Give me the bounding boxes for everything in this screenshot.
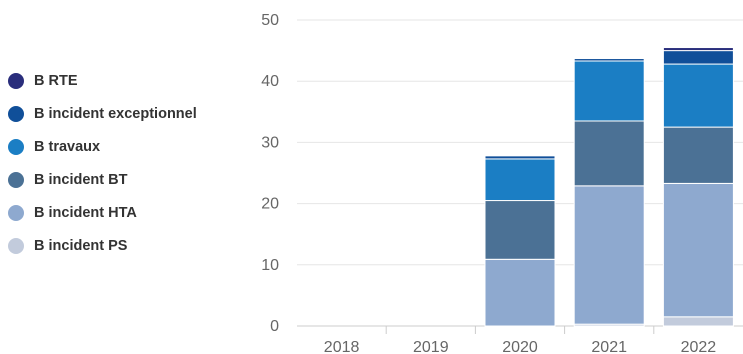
x-tick-label: 2020	[502, 339, 538, 354]
bar-segment[interactable]	[573, 185, 645, 325]
legend-item[interactable]: B incident PS	[8, 229, 197, 262]
bar-segment[interactable]	[573, 120, 645, 187]
legend-item[interactable]: B incident HTA	[8, 196, 197, 229]
bar-segment[interactable]	[484, 258, 556, 327]
bar-segment[interactable]	[662, 182, 734, 318]
legend-swatch	[8, 138, 24, 155]
legend-label: B RTE	[34, 72, 78, 89]
bar-segment[interactable]	[573, 58, 645, 62]
bar-segment[interactable]	[484, 155, 556, 160]
bar-segment[interactable]	[662, 316, 734, 327]
legend-label: B incident exceptionnel	[34, 105, 197, 122]
y-tick-label: 10	[261, 257, 279, 274]
legend-label: B travaux	[34, 138, 101, 155]
bar-segment[interactable]	[662, 126, 734, 184]
bar-segment[interactable]	[662, 63, 734, 128]
legend: B RTE B incident exceptionnel B travaux B i…	[8, 64, 197, 262]
y-tick-label: 0	[270, 318, 279, 335]
x-tick-label: 2018	[324, 339, 360, 354]
bar-segment[interactable]	[573, 60, 645, 122]
y-tick-label: 50	[261, 12, 279, 29]
legend-label: B incident BT	[34, 171, 128, 188]
y-tick-label: 20	[261, 196, 279, 213]
x-tick-label: 2021	[591, 339, 627, 354]
bar-segment[interactable]	[484, 200, 556, 260]
legend-item[interactable]: B travaux	[8, 130, 197, 163]
legend-swatch	[8, 204, 24, 221]
legend-label: B incident PS	[34, 237, 128, 254]
bar-segment[interactable]	[484, 158, 556, 202]
x-tick-label: 2019	[413, 339, 449, 354]
x-tick-label: 2022	[681, 339, 717, 354]
bar-segment[interactable]	[662, 50, 734, 65]
legend-item[interactable]: B incident exceptionnel	[8, 97, 197, 130]
legend-item[interactable]: B RTE	[8, 64, 197, 97]
y-tick-label: 40	[261, 73, 279, 90]
legend-label: B incident HTA	[34, 204, 137, 221]
y-tick-label: 30	[261, 134, 279, 151]
legend-item[interactable]: B incident BT	[8, 163, 197, 196]
legend-swatch	[8, 237, 24, 254]
bar-segment[interactable]	[662, 47, 734, 52]
legend-swatch	[8, 171, 24, 188]
legend-swatch	[8, 105, 24, 122]
legend-swatch	[8, 72, 24, 89]
